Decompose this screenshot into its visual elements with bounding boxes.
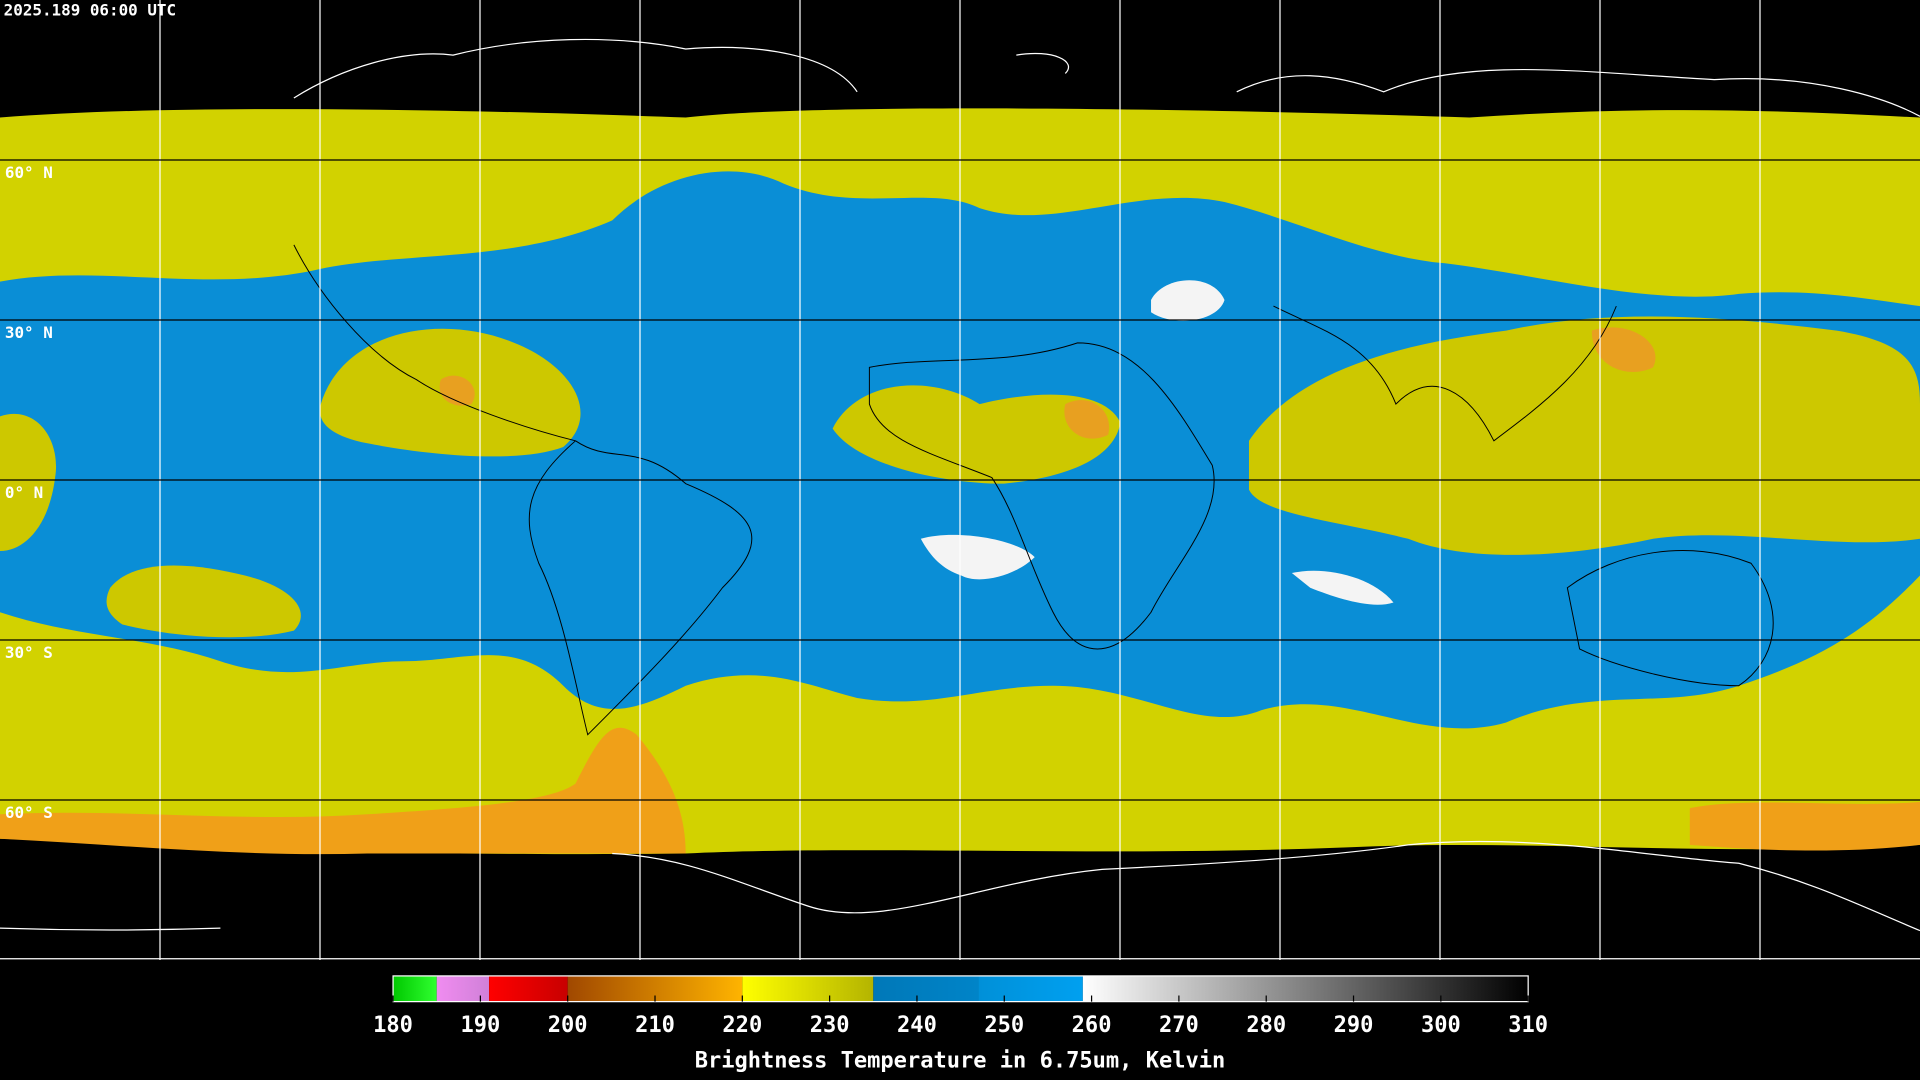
- colorbar-tick-label: 230: [810, 1013, 850, 1038]
- colorbar-tick-label: 260: [1072, 1013, 1112, 1038]
- colorbar-tick-label: 220: [722, 1013, 762, 1038]
- colorbar-tick-label: 210: [635, 1013, 675, 1038]
- lat-label: 60° S: [5, 803, 53, 822]
- cold-band: [0, 727, 686, 855]
- cold-band: [1689, 802, 1920, 851]
- colorbar: [392, 975, 1529, 1003]
- colorbar-tick-label: 180: [373, 1013, 413, 1038]
- lat-label: 60° N: [5, 163, 53, 182]
- colorbar-segment: [489, 975, 568, 1002]
- colorbar-tick-label: 240: [897, 1013, 937, 1038]
- dry-spot: [1291, 570, 1394, 605]
- colorbar-tick-label: 310: [1508, 1013, 1548, 1038]
- colorbar-frame: [392, 975, 1529, 1003]
- colorbar-segment: [742, 975, 874, 1002]
- lat-label: 30° S: [5, 643, 53, 662]
- colorbar-tick-label: 300: [1421, 1013, 1461, 1038]
- dry-spot: [1151, 280, 1225, 321]
- colorbar-tick-label: 270: [1159, 1013, 1199, 1038]
- lat-label: 0° N: [5, 483, 43, 502]
- map: [0, 0, 1920, 960]
- colorbar-segment: [978, 975, 1083, 1002]
- cloud-cluster: [106, 565, 301, 638]
- timestamp: 2025.189 06:00 UTC: [4, 1, 176, 20]
- colorbar-title: Brightness Temperature in 6.75um, Kelvin: [695, 1049, 1226, 1074]
- colorbar-segment: [873, 975, 979, 1002]
- coastline: [0, 38, 1920, 932]
- lat-label: 30° N: [5, 323, 53, 342]
- cloud-cluster: [0, 413, 57, 552]
- coastline: [293, 244, 1774, 736]
- colorbar-tick-label: 290: [1334, 1013, 1374, 1038]
- colorbar-tick-label: 250: [984, 1013, 1024, 1038]
- colorbar-tick-label: 190: [460, 1013, 500, 1038]
- cloud-cluster: [832, 385, 1121, 484]
- graticule: [159, 0, 1761, 960]
- colorbar-tick-label: 200: [548, 1013, 588, 1038]
- cloud-cluster: [1248, 316, 1920, 555]
- colorbar-segment: [1082, 975, 1529, 1002]
- colorbar-segment: [393, 975, 437, 1002]
- colorbar-segment: [436, 975, 490, 1002]
- dry-spot: [920, 534, 1035, 580]
- colorbar-tick-label: 280: [1246, 1013, 1286, 1038]
